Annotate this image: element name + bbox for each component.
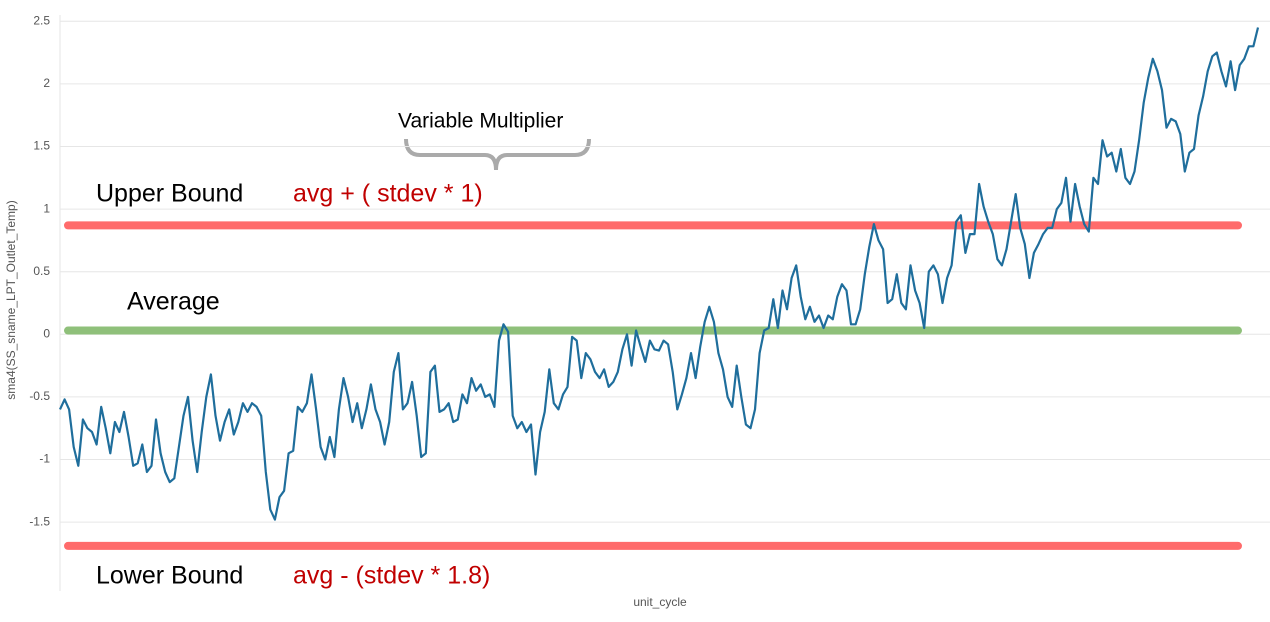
- y-tick-label: 0: [43, 326, 50, 340]
- x-axis-label: unit_cycle: [633, 595, 687, 609]
- reference-name: Lower Bound: [96, 562, 243, 590]
- brace: [404, 138, 591, 171]
- reference-formula: avg + ( stdev * 1): [293, 180, 483, 208]
- data-line: [59, 27, 1260, 521]
- annotation: Variable Multiplier: [398, 110, 563, 133]
- y-tick-label: -1.5: [29, 514, 50, 528]
- y-tick-label: -1: [39, 452, 50, 466]
- y-tick-label: -0.5: [29, 389, 50, 403]
- y-tick-label: 1: [43, 201, 50, 215]
- y-tick-label: 2.5: [33, 13, 50, 27]
- y-axis-label: sma4(SS_sname_LPT_Outlet_Temp): [4, 200, 18, 399]
- reference-name: Upper Bound: [96, 180, 243, 208]
- y-tick-label: 1.5: [33, 139, 50, 153]
- y-tick-label: 0.5: [33, 264, 50, 278]
- y-tick-label: 2: [43, 76, 50, 90]
- reference-formula: avg - (stdev * 1.8): [293, 562, 490, 590]
- reference-name: Average: [127, 288, 220, 316]
